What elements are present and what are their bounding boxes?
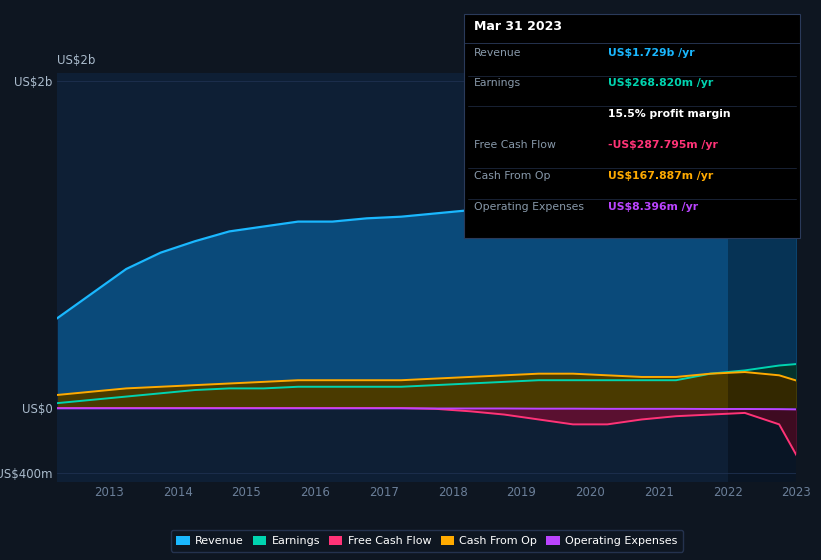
Text: Revenue: Revenue <box>474 48 521 58</box>
Text: Mar 31 2023: Mar 31 2023 <box>474 20 562 32</box>
Text: Operating Expenses: Operating Expenses <box>474 202 584 212</box>
Text: Earnings: Earnings <box>474 78 521 88</box>
Bar <box>727 73 796 482</box>
Text: Free Cash Flow: Free Cash Flow <box>474 140 556 150</box>
Text: -US$287.795m /yr: -US$287.795m /yr <box>608 140 718 150</box>
Text: 15.5% profit margin: 15.5% profit margin <box>608 109 730 119</box>
Text: Cash From Op: Cash From Op <box>474 171 550 181</box>
Text: US$167.887m /yr: US$167.887m /yr <box>608 171 713 181</box>
Legend: Revenue, Earnings, Free Cash Flow, Cash From Op, Operating Expenses: Revenue, Earnings, Free Cash Flow, Cash … <box>171 530 683 552</box>
Text: US$8.396m /yr: US$8.396m /yr <box>608 202 698 212</box>
Text: US$268.820m /yr: US$268.820m /yr <box>608 78 713 88</box>
Text: US$1.729b /yr: US$1.729b /yr <box>608 48 695 58</box>
Text: US$2b: US$2b <box>57 54 96 67</box>
